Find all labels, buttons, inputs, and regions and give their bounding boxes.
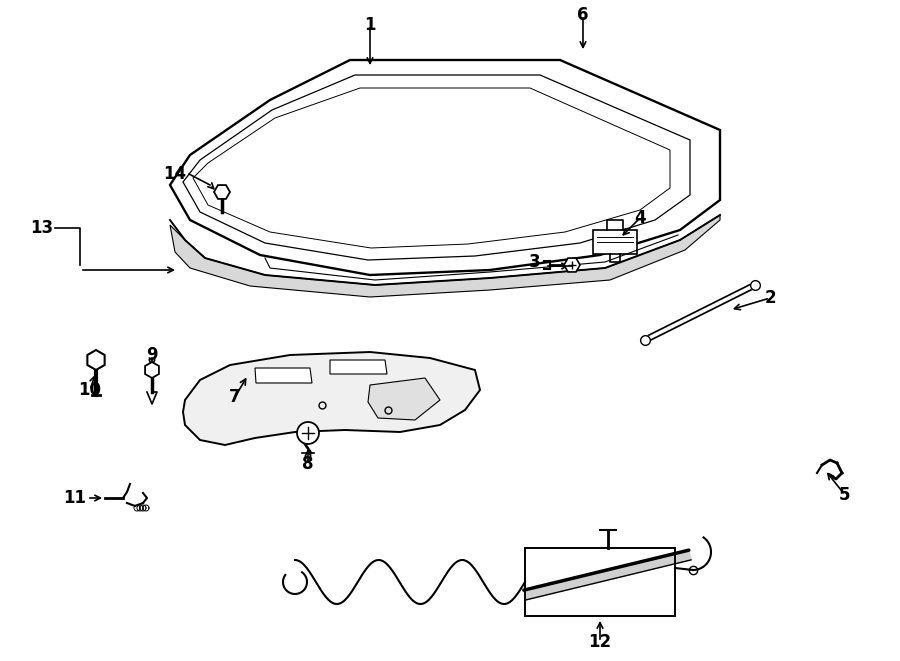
Circle shape xyxy=(297,422,319,444)
Text: 5: 5 xyxy=(839,486,850,504)
Bar xyxy=(525,548,675,616)
Text: 3: 3 xyxy=(529,253,541,271)
Text: 8: 8 xyxy=(302,455,314,473)
Text: 13: 13 xyxy=(31,219,54,237)
Polygon shape xyxy=(183,352,480,445)
Text: 9: 9 xyxy=(146,346,158,364)
Polygon shape xyxy=(170,215,720,297)
Text: 11: 11 xyxy=(64,489,86,507)
Text: 14: 14 xyxy=(164,165,186,183)
Polygon shape xyxy=(145,362,159,378)
Polygon shape xyxy=(368,378,440,420)
Text: 12: 12 xyxy=(589,633,612,651)
Text: 7: 7 xyxy=(230,388,241,406)
Polygon shape xyxy=(330,360,387,374)
Polygon shape xyxy=(255,368,312,383)
Text: 10: 10 xyxy=(78,381,102,399)
FancyBboxPatch shape xyxy=(593,230,637,254)
Text: 1: 1 xyxy=(364,16,376,34)
Polygon shape xyxy=(87,350,104,370)
Text: 6: 6 xyxy=(577,6,589,24)
Polygon shape xyxy=(170,60,720,275)
Polygon shape xyxy=(524,550,691,600)
Text: 2: 2 xyxy=(764,289,776,307)
Polygon shape xyxy=(564,258,580,272)
Polygon shape xyxy=(214,185,230,199)
Text: 4: 4 xyxy=(634,209,646,227)
